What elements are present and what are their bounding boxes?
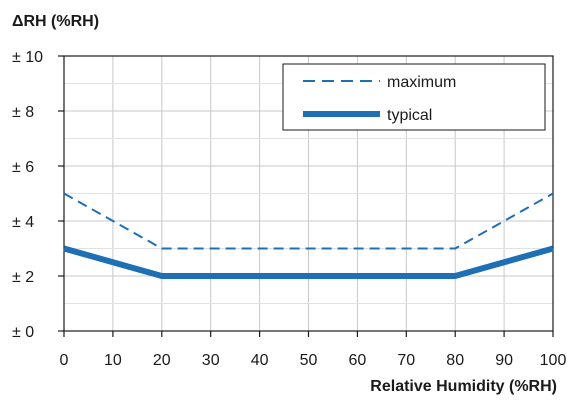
y-axis-ticks: ± 0 ± 2 ± 4 ± 6 ± 8 ± 10 <box>12 49 64 341</box>
legend-label-typical: typical <box>387 107 432 124</box>
x-tick-label: 50 <box>300 352 318 369</box>
x-tick-label: 40 <box>251 352 269 369</box>
x-tick-label: 60 <box>349 352 367 369</box>
y-tick-label: ± 2 <box>12 269 34 286</box>
legend-label-maximum: maximum <box>387 74 456 91</box>
y-tick-label: ± 10 <box>12 49 43 66</box>
x-tick-label: 0 <box>60 352 69 369</box>
y-axis-title: ΔRH (%RH) <box>12 13 99 30</box>
x-axis-title: Relative Humidity (%RH) <box>370 378 557 395</box>
series-line-maximum <box>63 192 554 250</box>
x-tick-label: 100 <box>540 352 567 369</box>
x-tick-label: 90 <box>495 352 513 369</box>
y-tick-label: ± 8 <box>12 104 34 121</box>
y-tick-label: ± 0 <box>12 324 34 341</box>
x-tick-label: 20 <box>153 352 171 369</box>
series-lines <box>63 192 554 279</box>
y-tick-label: ± 4 <box>12 214 34 231</box>
x-tick-label: 70 <box>397 352 415 369</box>
x-axis-ticks: 0 10 20 30 40 50 60 70 80 90 100 <box>60 331 567 369</box>
x-tick-label: 80 <box>446 352 464 369</box>
x-tick-label: 30 <box>202 352 220 369</box>
legend: maximum typical <box>282 63 546 131</box>
y-tick-label: ± 6 <box>12 159 34 176</box>
x-tick-label: 10 <box>104 352 122 369</box>
legend-box <box>282 63 546 131</box>
series-line-typical <box>63 245 554 279</box>
